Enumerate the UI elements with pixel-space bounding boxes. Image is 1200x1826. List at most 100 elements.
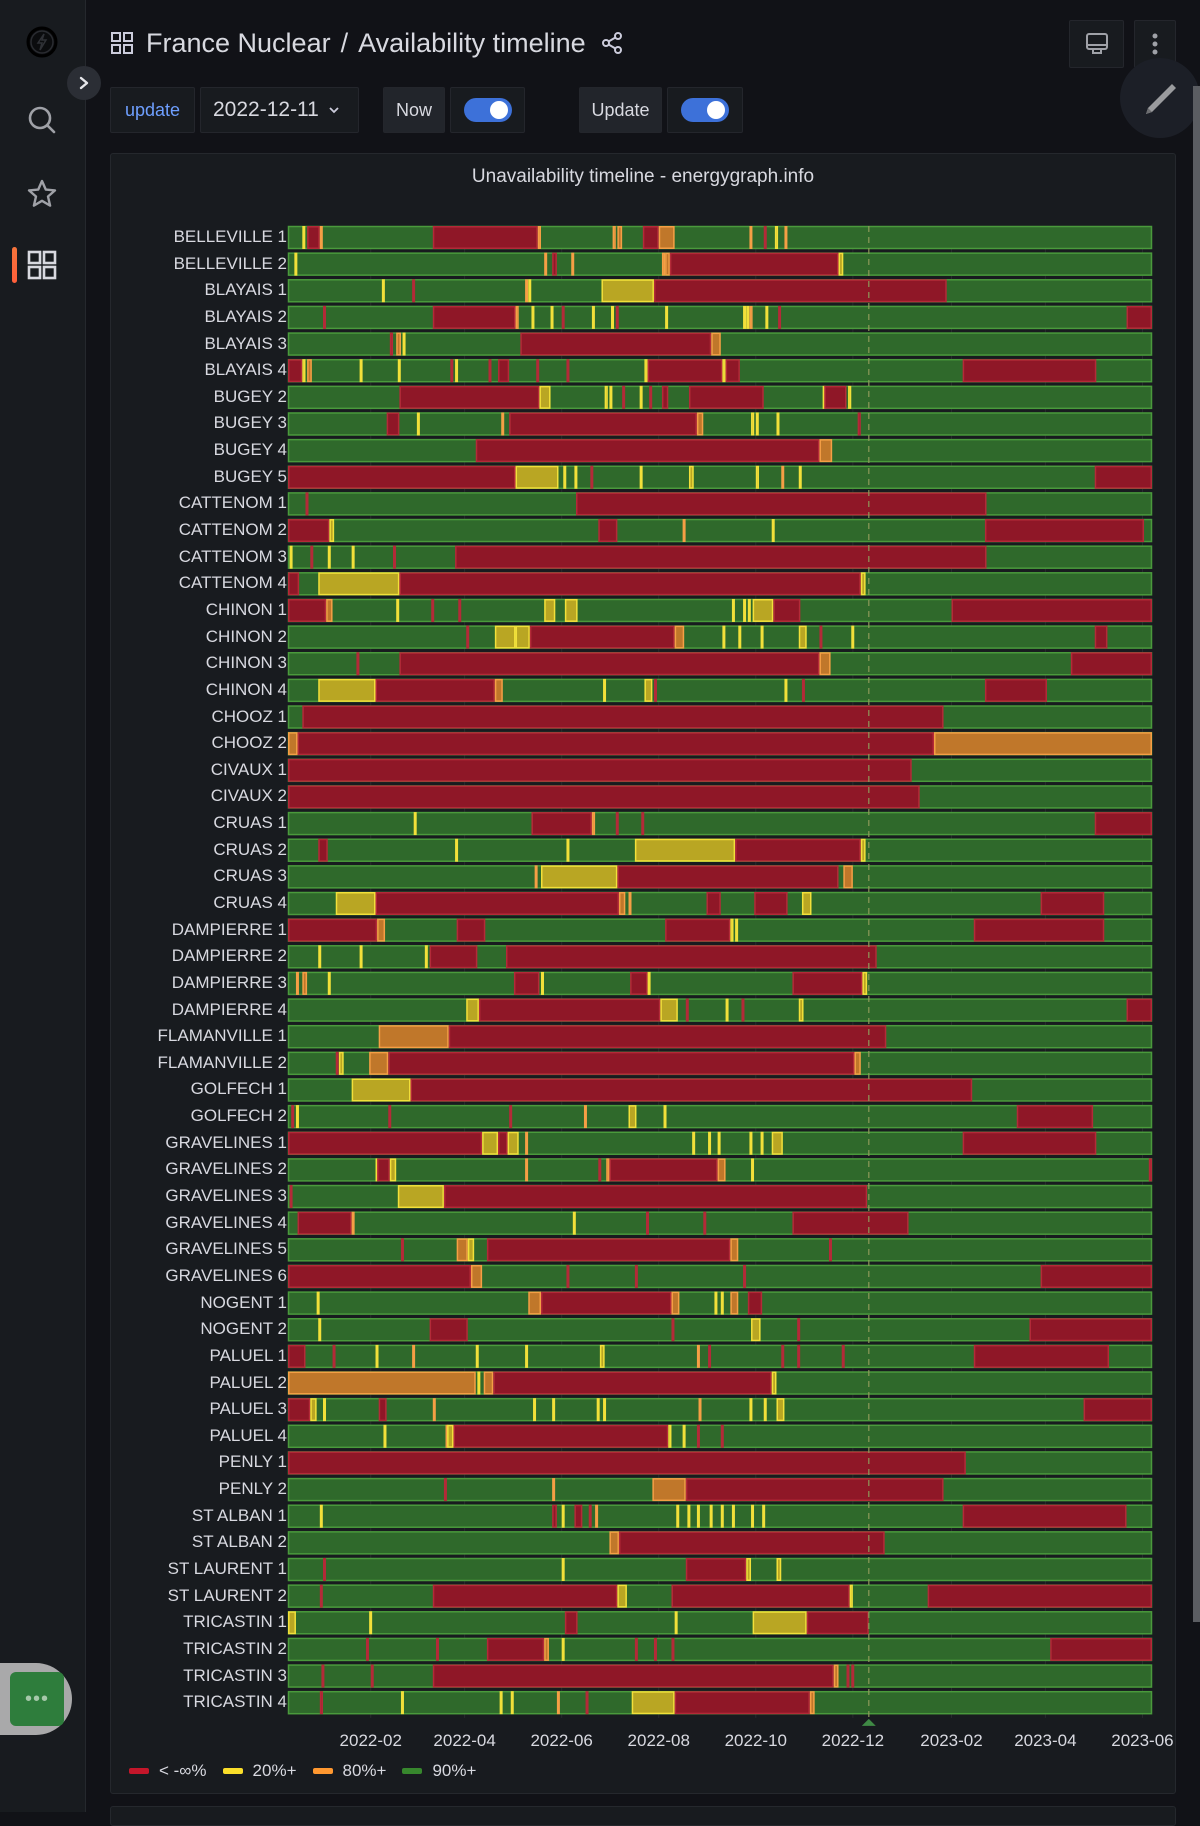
state-segment-r[interactable]: [962, 359, 1097, 383]
state-segment-y[interactable]: [466, 998, 479, 1022]
state-segment-o[interactable]: [696, 1344, 700, 1368]
state-segment-y[interactable]: [413, 812, 417, 836]
breadcrumb-folder[interactable]: France Nuclear: [146, 27, 331, 58]
state-segment-o[interactable]: [682, 519, 686, 543]
state-segment-y[interactable]: [765, 305, 769, 329]
state-segment-y[interactable]: [561, 1637, 565, 1661]
state-segment-y[interactable]: [302, 226, 306, 249]
state-segment-r[interactable]: [590, 465, 594, 489]
state-segment-r[interactable]: [288, 785, 920, 809]
state-segment-y[interactable]: [335, 892, 376, 915]
state-segment-y[interactable]: [603, 1398, 607, 1422]
state-segment-r[interactable]: [531, 812, 592, 836]
state-segment-o[interactable]: [609, 1531, 619, 1555]
state-segment-y[interactable]: [738, 625, 742, 649]
state-segment-y[interactable]: [359, 945, 363, 969]
state-segment-y[interactable]: [609, 385, 613, 409]
state-segment-y[interactable]: [771, 1131, 783, 1155]
state-segment-r[interactable]: [332, 1344, 336, 1368]
state-segment-y[interactable]: [564, 598, 578, 622]
state-segment-o[interactable]: [612, 226, 616, 249]
state-segment-o[interactable]: [288, 732, 298, 756]
state-segment-r[interactable]: [685, 1478, 944, 1502]
state-segment-r[interactable]: [288, 1451, 966, 1475]
state-segment-r[interactable]: [323, 1558, 327, 1581]
state-segment-o[interactable]: [307, 359, 312, 383]
state-segment-r[interactable]: [962, 1131, 1097, 1155]
state-segment-r[interactable]: [576, 492, 987, 516]
state-segment-r[interactable]: [458, 598, 462, 622]
state-segment-g[interactable]: [287, 678, 1153, 703]
state-segment-r[interactable]: [962, 1504, 1127, 1528]
state-segment-y[interactable]: [294, 252, 298, 276]
state-segment-o[interactable]: [525, 279, 529, 303]
state-segment-y[interactable]: [776, 1558, 782, 1581]
state-segment-r[interactable]: [1126, 305, 1153, 329]
state-segment-o[interactable]: [591, 812, 596, 836]
state-segment-o[interactable]: [525, 1158, 529, 1182]
state-segment-r[interactable]: [393, 545, 397, 569]
state-segment-r[interactable]: [552, 1504, 557, 1528]
state-segment-r[interactable]: [305, 492, 309, 516]
state-segment-r[interactable]: [431, 598, 435, 622]
state-segment-r[interactable]: [703, 1211, 707, 1235]
state-segment-r[interactable]: [973, 918, 1105, 942]
state-segment-y[interactable]: [776, 1398, 785, 1422]
state-segment-y[interactable]: [318, 945, 322, 969]
state-segment-y[interactable]: [572, 1211, 576, 1235]
state-segment-r[interactable]: [671, 1584, 850, 1608]
state-segment-y[interactable]: [709, 1504, 713, 1528]
state-segment-r[interactable]: [302, 705, 944, 729]
state-segment-r[interactable]: [846, 1664, 850, 1688]
state-segment-y[interactable]: [722, 359, 726, 383]
state-segment-r[interactable]: [509, 412, 697, 436]
state-segment-r[interactable]: [455, 545, 987, 569]
state-segment-y[interactable]: [539, 385, 551, 409]
state-segment-y[interactable]: [544, 598, 556, 622]
state-segment-y[interactable]: [743, 305, 747, 329]
state-segment-y[interactable]: [751, 1318, 761, 1342]
state-segment-r[interactable]: [841, 1344, 845, 1368]
legend-item-o[interactable]: 80%+: [312, 1761, 386, 1781]
state-segment-o[interactable]: [819, 439, 833, 463]
state-segment-y[interactable]: [631, 1691, 675, 1715]
state-segment-r[interactable]: [1094, 625, 1108, 649]
state-segment-y[interactable]: [563, 465, 567, 489]
state-segment-o[interactable]: [534, 865, 538, 889]
state-segment-y[interactable]: [499, 1691, 503, 1715]
state-segment-y[interactable]: [660, 998, 678, 1022]
state-segment-r[interactable]: [973, 1344, 1110, 1368]
state-segment-r[interactable]: [641, 812, 645, 836]
state-segment-o[interactable]: [674, 625, 685, 649]
state-segment-o[interactable]: [528, 1291, 541, 1315]
state-segment-g[interactable]: [287, 1291, 1153, 1315]
state-segment-r[interactable]: [319, 1691, 324, 1715]
state-segment-r[interactable]: [388, 1105, 392, 1129]
state-segment-y[interactable]: [692, 1131, 696, 1155]
state-segment-y[interactable]: [688, 465, 694, 489]
state-segment-y[interactable]: [310, 1398, 317, 1422]
state-segment-y[interactable]: [749, 1131, 753, 1155]
state-segment-y[interactable]: [507, 1131, 519, 1155]
starred-icon[interactable]: [22, 174, 62, 214]
state-segment-g[interactable]: [287, 998, 1153, 1022]
state-segment-y[interactable]: [397, 1185, 444, 1209]
state-segment-r[interactable]: [435, 1637, 439, 1661]
state-segment-r[interactable]: [653, 279, 947, 303]
state-segment-r[interactable]: [288, 1131, 483, 1155]
state-segment-y[interactable]: [540, 865, 618, 889]
state-segment-y[interactable]: [381, 279, 385, 303]
state-segment-r[interactable]: [410, 1078, 973, 1102]
state-segment-r[interactable]: [735, 838, 861, 862]
state-segment-y[interactable]: [319, 1504, 323, 1528]
state-segment-r[interactable]: [288, 918, 378, 942]
state-segment-y[interactable]: [515, 465, 559, 489]
state-segment-y[interactable]: [760, 1131, 764, 1155]
state-segment-r[interactable]: [720, 1424, 724, 1448]
state-segment-r[interactable]: [536, 359, 540, 383]
state-segment-y[interactable]: [591, 305, 595, 329]
logo-icon[interactable]: [22, 22, 62, 62]
state-segment-r[interactable]: [615, 812, 619, 836]
state-segment-o[interactable]: [583, 1105, 587, 1129]
state-segment-r[interactable]: [574, 1504, 583, 1528]
